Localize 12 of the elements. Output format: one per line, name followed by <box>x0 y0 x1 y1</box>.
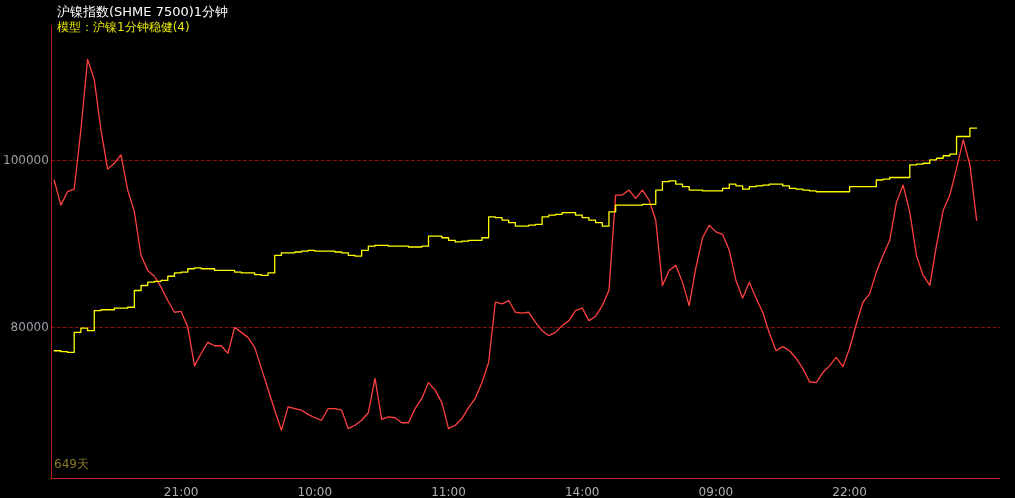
chart-title: 沪镍指数(SHME 7500)1分钟 <box>57 4 229 19</box>
x-tick-label: 22:00 <box>832 485 867 498</box>
y-tick-label: 100000 <box>3 152 49 167</box>
chart-subtitle: 模型：沪镍1分钟稳健(4) <box>57 20 190 34</box>
x-tick-label: 14:00 <box>564 485 600 498</box>
x-tick-label: 21:00 <box>163 485 199 498</box>
x-tick-label: 09:00 <box>698 485 734 498</box>
annotation: 649天 <box>54 457 89 471</box>
y-tick-label: 80000 <box>10 320 49 335</box>
x-tick-label: 10:00 <box>297 485 333 498</box>
x-tick-label: 11:00 <box>431 485 466 498</box>
line-series <box>53 58 978 431</box>
